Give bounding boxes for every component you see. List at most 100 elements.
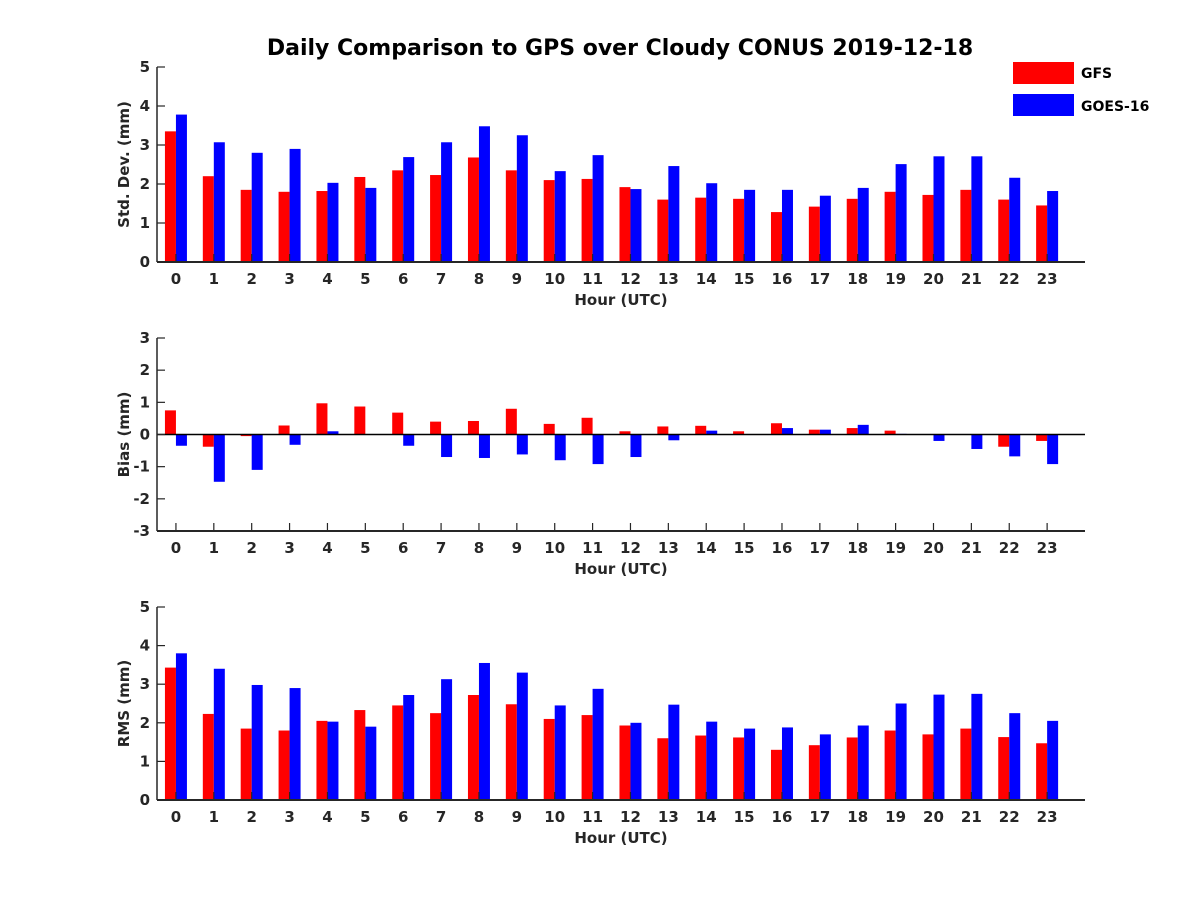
bar-rms-gfs-h17 <box>808 745 820 800</box>
bar-bias-gfs-h22 <box>998 434 1010 447</box>
chart-title: Daily Comparison to GPS over Cloudy CONU… <box>267 36 973 61</box>
xtick-label-stddev: 0 <box>171 270 181 288</box>
bar-bias-goes16-h12 <box>630 434 642 458</box>
bar-stddev-gfs-h9 <box>505 170 517 262</box>
bar-bias-goes16-h8 <box>478 434 490 458</box>
xtick-label-stddev: 5 <box>360 270 370 288</box>
bar-rms-gfs-h5 <box>354 710 366 800</box>
bar-stddev-gfs-h3 <box>278 191 290 262</box>
bar-stddev-goes16-h17 <box>819 195 831 262</box>
bar-bias-goes16-h14 <box>706 430 718 435</box>
bar-rms-goes16-h15 <box>744 728 756 800</box>
bar-rms-goes16-h1 <box>213 668 225 800</box>
bar-bias-gfs-h3 <box>278 425 290 435</box>
bar-bias-gfs-h5 <box>354 406 366 435</box>
bar-stddev-goes16-h20 <box>933 156 945 262</box>
xtick-label-bias: 12 <box>620 539 641 557</box>
xtick-label-bias: 16 <box>772 539 793 557</box>
ytick-label-bias: 1 <box>140 393 150 411</box>
bar-stddev-gfs-h0 <box>164 131 176 262</box>
xtick-label-bias: 8 <box>474 539 484 557</box>
xtick-label-bias: 5 <box>360 539 370 557</box>
y-axis-label-bias: Bias (mm) <box>115 392 133 478</box>
xtick-label-stddev: 6 <box>398 270 408 288</box>
bar-stddev-goes16-h22 <box>1009 177 1021 262</box>
y-axis-label-stddev: Std. Dev. (mm) <box>115 101 133 228</box>
ytick-label-rms: 4 <box>140 637 150 655</box>
bar-rms-gfs-h13 <box>657 738 669 800</box>
bar-stddev-gfs-h12 <box>619 187 631 262</box>
xtick-label-rms: 23 <box>1037 808 1058 826</box>
legend-swatch-gfs <box>1013 62 1074 84</box>
bar-bias-gfs-h2 <box>240 434 252 437</box>
x-axis-label-rms: Hour (UTC) <box>574 829 667 847</box>
bar-stddev-goes16-h14 <box>706 183 718 262</box>
ytick-label-bias: 3 <box>140 329 150 347</box>
bar-bias-goes16-h23 <box>1047 434 1059 465</box>
bar-rms-goes16-h18 <box>857 725 869 800</box>
bar-stddev-goes16-h6 <box>403 157 415 262</box>
bar-rms-goes16-h14 <box>706 721 718 800</box>
xtick-label-rms: 21 <box>961 808 982 826</box>
x-axis-label-stddev: Hour (UTC) <box>574 291 667 309</box>
xtick-label-stddev: 7 <box>436 270 446 288</box>
bar-stddev-gfs-h18 <box>846 198 858 262</box>
bar-rms-goes16-h23 <box>1047 720 1059 800</box>
bar-bias-goes16-h11 <box>592 434 604 465</box>
bar-stddev-goes16-h10 <box>554 171 566 262</box>
bar-stddev-goes16-h7 <box>441 142 453 262</box>
bar-stddev-goes16-h16 <box>781 189 793 262</box>
bar-rms-gfs-h23 <box>1036 743 1048 800</box>
xtick-label-stddev: 13 <box>658 270 679 288</box>
xtick-label-rms: 18 <box>847 808 868 826</box>
xtick-label-stddev: 8 <box>474 270 484 288</box>
bar-bias-gfs-h16 <box>770 423 782 435</box>
bar-stddev-goes16-h2 <box>251 152 263 262</box>
xtick-label-stddev: 21 <box>961 270 982 288</box>
xtick-label-stddev: 9 <box>512 270 522 288</box>
xtick-label-rms: 1 <box>209 808 219 826</box>
ytick-label-rms: 5 <box>140 598 150 616</box>
bar-bias-gfs-h18 <box>846 428 858 435</box>
bar-bias-goes16-h0 <box>175 434 187 446</box>
bar-rms-gfs-h9 <box>505 704 517 800</box>
bar-stddev-gfs-h1 <box>202 176 214 262</box>
xtick-label-rms: 12 <box>620 808 641 826</box>
bar-stddev-goes16-h13 <box>668 166 680 262</box>
bar-bias-gfs-h0 <box>164 410 176 435</box>
xtick-label-stddev: 19 <box>885 270 906 288</box>
bar-rms-goes16-h21 <box>971 693 983 800</box>
ytick-label-stddev: 2 <box>140 175 150 193</box>
bar-bias-goes16-h4 <box>327 431 339 435</box>
bar-rms-goes16-h6 <box>403 695 415 800</box>
xtick-label-stddev: 10 <box>544 270 565 288</box>
bar-rms-gfs-h15 <box>733 737 745 800</box>
xtick-label-bias: 23 <box>1037 539 1058 557</box>
xtick-label-bias: 17 <box>809 539 830 557</box>
bar-rms-goes16-h2 <box>251 684 263 800</box>
bar-stddev-gfs-h8 <box>467 157 479 262</box>
xtick-label-stddev: 12 <box>620 270 641 288</box>
bar-rms-gfs-h12 <box>619 725 631 800</box>
bar-rms-gfs-h22 <box>998 737 1010 800</box>
bar-bias-goes16-h13 <box>668 434 680 441</box>
bar-rms-gfs-h21 <box>960 728 972 800</box>
bar-rms-goes16-h19 <box>895 703 907 800</box>
xtick-label-rms: 2 <box>246 808 256 826</box>
bar-stddev-goes16-h3 <box>289 148 301 262</box>
xtick-label-stddev: 2 <box>246 270 256 288</box>
ytick-label-bias: 0 <box>140 426 150 444</box>
xtick-label-rms: 8 <box>474 808 484 826</box>
bar-stddev-goes16-h1 <box>213 142 225 262</box>
xtick-label-rms: 22 <box>999 808 1020 826</box>
xtick-label-stddev: 18 <box>847 270 868 288</box>
xtick-label-bias: 14 <box>696 539 717 557</box>
bar-rms-goes16-h3 <box>289 688 301 800</box>
bar-bias-gfs-h1 <box>202 434 214 447</box>
xtick-label-rms: 15 <box>734 808 755 826</box>
bar-bias-gfs-h12 <box>619 431 631 435</box>
bar-stddev-gfs-h10 <box>543 180 555 262</box>
xtick-label-rms: 9 <box>512 808 522 826</box>
bar-stddev-goes16-h18 <box>857 187 869 262</box>
bar-bias-goes16-h16 <box>781 428 793 435</box>
